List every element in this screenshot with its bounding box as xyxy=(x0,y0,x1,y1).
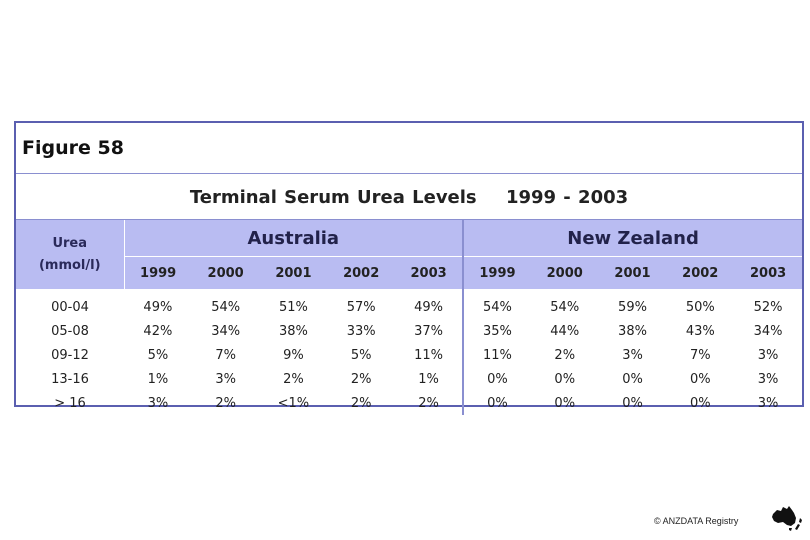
percentage-cell: 2% xyxy=(283,371,304,387)
percentage-cell: 7% xyxy=(689,347,711,363)
percentage-cell: 7% xyxy=(215,347,236,363)
year-header: 2003 xyxy=(734,256,802,289)
percentage-cell: 59% xyxy=(618,299,647,315)
year-header: 1999 xyxy=(463,256,531,289)
years-header-row: 1999 2000 2001 2002 2003 1999 2000 2001 2002 2003 xyxy=(16,256,802,289)
percentage-cell: 3% xyxy=(757,347,779,363)
figure-label: Figure 58 xyxy=(22,137,124,159)
percentage-cell: 50% xyxy=(685,299,715,315)
percentage-cell: 3% xyxy=(757,395,779,411)
percentage-cell: 0% xyxy=(689,371,711,387)
copyright-notice: © ANZDATA Registry xyxy=(654,516,739,526)
australia-nz-map-logo xyxy=(772,506,802,531)
percentage-cell: 1% xyxy=(395,367,465,391)
percentage-cell: 3% xyxy=(757,371,779,387)
percentage-cell: 43% xyxy=(685,323,715,339)
percentage-cell: 3% xyxy=(147,395,169,411)
table-row: 05-08 42% 34% 38% 33% 37% 35% 44% 38% 43% 34% xyxy=(16,319,802,343)
title-main: Terminal Serum Urea Levels xyxy=(189,187,477,208)
urea-table: Urea (mmol/l) Australia New Zealand 1999… xyxy=(16,220,802,415)
percentage-cell: 42% xyxy=(143,323,173,339)
figure-frame: Figure 58 Terminal Serum Urea Levels 199… xyxy=(14,121,804,415)
year-header: 1999 xyxy=(124,256,192,289)
percentage-cell: 38% xyxy=(278,323,308,339)
year-header: 2001 xyxy=(259,256,328,289)
percentage-cell: 0% xyxy=(689,395,711,411)
percentage-cell: 11% xyxy=(483,347,512,363)
urea-range-label: 13-16 xyxy=(51,371,89,387)
table-row: 00-04 49% 54% 51% 57% 49% 54% 54% 59% 50% 52% xyxy=(16,289,802,319)
title-period: 1999 - 2003 xyxy=(505,187,629,208)
urea-range-label: > 16 xyxy=(54,395,86,411)
divider xyxy=(16,219,802,220)
urea-range-label: 09-12 xyxy=(51,347,89,363)
percentage-cell: 0% xyxy=(554,395,576,411)
year-header: 2001 xyxy=(598,256,667,289)
percentage-cell: 3% xyxy=(622,347,643,363)
unit-header-line1: Urea xyxy=(52,235,88,251)
percentage-cell: 0% xyxy=(554,371,576,387)
unit-header: Urea (mmol/l) xyxy=(16,220,125,289)
divider xyxy=(16,173,802,174)
percentage-cell: 11% xyxy=(395,343,465,367)
percentage-cell: 54% xyxy=(483,299,512,315)
percentage-cell: 57% xyxy=(346,299,376,315)
urea-range-label: 05-08 xyxy=(51,323,89,339)
percentage-cell: 1% xyxy=(147,371,169,387)
urea-range-label: 00-04 xyxy=(51,299,89,315)
year-header: 2000 xyxy=(191,256,260,289)
percentage-cell: <1% xyxy=(277,395,310,411)
percentage-cell: 3% xyxy=(215,371,236,387)
percentage-cell: 9% xyxy=(283,347,304,363)
percentage-cell: 44% xyxy=(550,323,580,339)
percentage-cell: 52% xyxy=(753,299,783,315)
year-header: 2003 xyxy=(395,256,465,289)
percentage-cell: 0% xyxy=(622,371,643,387)
percentage-cell: 2% xyxy=(554,347,576,363)
percentage-cell: 2% xyxy=(215,395,236,411)
percentage-cell: 49% xyxy=(395,289,465,319)
percentage-cell: 2% xyxy=(350,371,372,387)
percentage-cell: 38% xyxy=(618,323,647,339)
table-row: 09-12 5% 7% 9% 5% 11% 11% 2% 3% 7% 3% xyxy=(16,343,802,367)
unit-header-line2: (mmol/l) xyxy=(38,257,101,273)
percentage-cell: 37% xyxy=(395,319,465,343)
country-header-new-zealand: New Zealand xyxy=(463,220,802,257)
table-title: Terminal Serum Urea Levels 1999 - 2003 xyxy=(16,187,802,208)
percentage-cell: 49% xyxy=(143,299,173,315)
percentage-cell: 2% xyxy=(395,391,465,415)
percentage-cell: 54% xyxy=(211,299,241,315)
percentage-cell: 51% xyxy=(278,299,308,315)
percentage-cell: 54% xyxy=(550,299,580,315)
year-header: 2002 xyxy=(666,256,735,289)
percentage-cell: 5% xyxy=(147,347,169,363)
percentage-cell: 33% xyxy=(346,323,376,339)
country-header-australia: Australia xyxy=(124,220,465,257)
year-header: 2002 xyxy=(327,256,396,289)
table-body: 00-04 49% 54% 51% 57% 49% 54% 54% 59% 50% 52% 05-08… xyxy=(16,289,802,415)
year-header: 2000 xyxy=(530,256,599,289)
table-row: 13-16 1% 3% 2% 2% 1% 0% 0% 0% 0% 3% xyxy=(16,367,802,391)
percentage-cell: 34% xyxy=(211,323,241,339)
percentage-cell: 0% xyxy=(487,371,508,387)
percentage-cell: 0% xyxy=(487,395,508,411)
percentage-cell: 35% xyxy=(483,323,512,339)
percentage-cell: 5% xyxy=(350,347,372,363)
australia-map-icon xyxy=(772,506,796,526)
percentage-cell: 0% xyxy=(622,395,643,411)
percentage-cell: 2% xyxy=(350,395,372,411)
new-zealand-map-icon xyxy=(795,518,802,530)
table-row: > 16 3% 2% <1% 2% 2% 0% 0% 0% 0% 3% xyxy=(16,391,802,415)
tasmania-map-icon xyxy=(789,528,792,531)
percentage-cell: 34% xyxy=(753,323,783,339)
